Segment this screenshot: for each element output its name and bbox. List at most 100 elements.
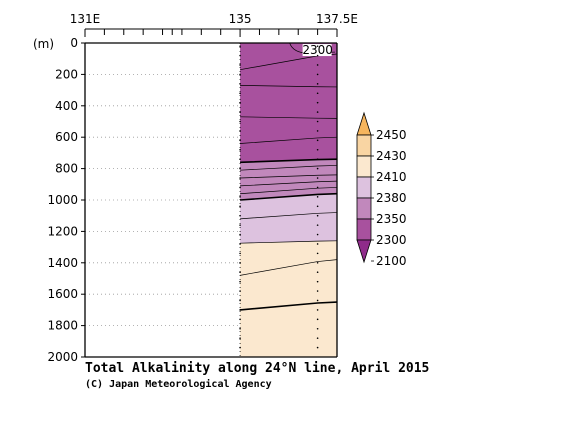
station-dot-1 bbox=[316, 271, 319, 274]
station-dot-1 bbox=[316, 290, 319, 292]
contour-line-5 bbox=[240, 165, 338, 171]
contour-line-12 bbox=[240, 259, 338, 276]
y-axis: 0 200 400 600 800 1000 1200 1400 1600 1800 2000 (m) bbox=[33, 36, 85, 364]
y-tick-label: 400 bbox=[55, 99, 78, 113]
station-dot-0 bbox=[239, 280, 241, 283]
station-dot-1 bbox=[316, 130, 319, 132]
station-dot-1 bbox=[316, 64, 319, 66]
y-tick-label: 1200 bbox=[47, 224, 78, 238]
station-dot-0 bbox=[239, 177, 241, 179]
y-tick-label: 1000 bbox=[47, 193, 78, 207]
legend-swatch bbox=[356, 176, 372, 199]
station-dot-0 bbox=[239, 64, 241, 66]
contour-line-7 bbox=[240, 180, 338, 187]
station-dot-1 bbox=[316, 54, 319, 57]
station-dot-0 bbox=[239, 205, 241, 208]
station-dot-1 bbox=[316, 196, 319, 198]
station-dot-1 bbox=[316, 205, 319, 208]
x-axis: 131E 135 137.5E bbox=[70, 12, 358, 357]
station-dot-1 bbox=[316, 73, 319, 76]
station-dot-1 bbox=[316, 262, 319, 264]
station-dot-1 bbox=[316, 327, 319, 330]
y-unit-label: (m) bbox=[33, 37, 54, 51]
station-dot-1 bbox=[316, 101, 319, 104]
band-0 bbox=[240, 43, 337, 163]
contour-line-11 bbox=[240, 240, 338, 244]
legend-arrow-top bbox=[356, 111, 372, 136]
station-dot-1 bbox=[316, 158, 319, 160]
legend-label: 2410 bbox=[376, 170, 407, 184]
station-dot-0 bbox=[239, 167, 241, 170]
contour-line-2 bbox=[240, 116, 338, 119]
station-dot-1 bbox=[316, 224, 319, 226]
station-dot-0 bbox=[239, 309, 241, 311]
station-dot-1 bbox=[316, 318, 319, 321]
station-dot-1 bbox=[316, 280, 319, 283]
legend-label: 2300 bbox=[376, 233, 407, 247]
y-tick-label: 800 bbox=[55, 162, 78, 176]
station-dot-0 bbox=[239, 92, 241, 95]
band-1 bbox=[240, 159, 337, 200]
station-dot-1 bbox=[316, 111, 319, 113]
station-dot-0 bbox=[239, 196, 241, 198]
station-dot-0 bbox=[239, 327, 241, 330]
station-dot-1 bbox=[316, 337, 319, 339]
station-dot-1 bbox=[316, 186, 319, 189]
station-dot-0 bbox=[239, 224, 241, 226]
legend-label: 2450 bbox=[376, 128, 407, 142]
station-dot-0 bbox=[239, 233, 241, 236]
station-dot-1 bbox=[316, 167, 319, 170]
legend-swatch bbox=[356, 134, 372, 157]
legend-swatch bbox=[356, 197, 372, 220]
station-dot-0 bbox=[239, 73, 241, 76]
station-dot-0 bbox=[239, 271, 241, 274]
contour-line-10 bbox=[240, 212, 338, 220]
colorbar-legend: 2450 2430 2410 2380 2350 2300 2100 bbox=[356, 111, 407, 268]
y-tick-label: 1600 bbox=[47, 287, 78, 301]
y-tick-label: 600 bbox=[55, 130, 78, 144]
y-tick-label: 200 bbox=[55, 67, 78, 81]
x-tick-label: 137.5E bbox=[316, 12, 358, 26]
station-dot-0 bbox=[239, 130, 241, 132]
station-dot-0 bbox=[239, 120, 241, 123]
legend-arrow-bottom bbox=[356, 239, 372, 264]
band-3 bbox=[240, 240, 337, 357]
y-tick-label: 1400 bbox=[47, 256, 78, 270]
legend-label: 2430 bbox=[376, 149, 407, 163]
legend-label: 2100 bbox=[376, 254, 407, 268]
station-dot-0 bbox=[239, 252, 241, 255]
station-dot-0 bbox=[239, 111, 241, 113]
station-dot-1 bbox=[316, 45, 319, 47]
band-2 bbox=[240, 193, 337, 244]
legend-label: 2350 bbox=[376, 212, 407, 226]
station-dot-1 bbox=[316, 92, 319, 95]
station-dot-1 bbox=[316, 83, 319, 85]
station-dot-0 bbox=[239, 45, 241, 47]
station-dot-1 bbox=[316, 233, 319, 236]
chart-title: Total Alkalinity along 24°N line, April … bbox=[85, 361, 429, 376]
contour-line-9 bbox=[240, 192, 338, 201]
legend-swatch bbox=[356, 218, 372, 241]
station-dot-1 bbox=[316, 299, 319, 302]
x-tick-label: 131E bbox=[70, 12, 101, 26]
station-dot-1 bbox=[316, 148, 319, 151]
station-dot-0 bbox=[239, 101, 241, 104]
station-dot-1 bbox=[316, 177, 319, 179]
station-dot-0 bbox=[239, 148, 241, 151]
contour-label-box bbox=[302, 44, 332, 57]
legend-swatch bbox=[356, 155, 372, 178]
station-dot-0 bbox=[239, 337, 241, 339]
contour-line-3 bbox=[240, 136, 338, 144]
y-tick-label: 1800 bbox=[47, 319, 78, 333]
contour-line-13 bbox=[240, 301, 338, 311]
contour-line-1 bbox=[240, 85, 338, 88]
station-dot-0 bbox=[239, 262, 241, 264]
y-tick-label: 2000 bbox=[47, 350, 78, 364]
contour-line-6 bbox=[240, 174, 338, 179]
station-dot-1 bbox=[316, 120, 319, 123]
legend-label: 2380 bbox=[376, 191, 407, 205]
station-dot-1 bbox=[316, 309, 319, 311]
y-tick-label: 0 bbox=[70, 36, 78, 50]
station-dot-1 bbox=[316, 139, 319, 142]
